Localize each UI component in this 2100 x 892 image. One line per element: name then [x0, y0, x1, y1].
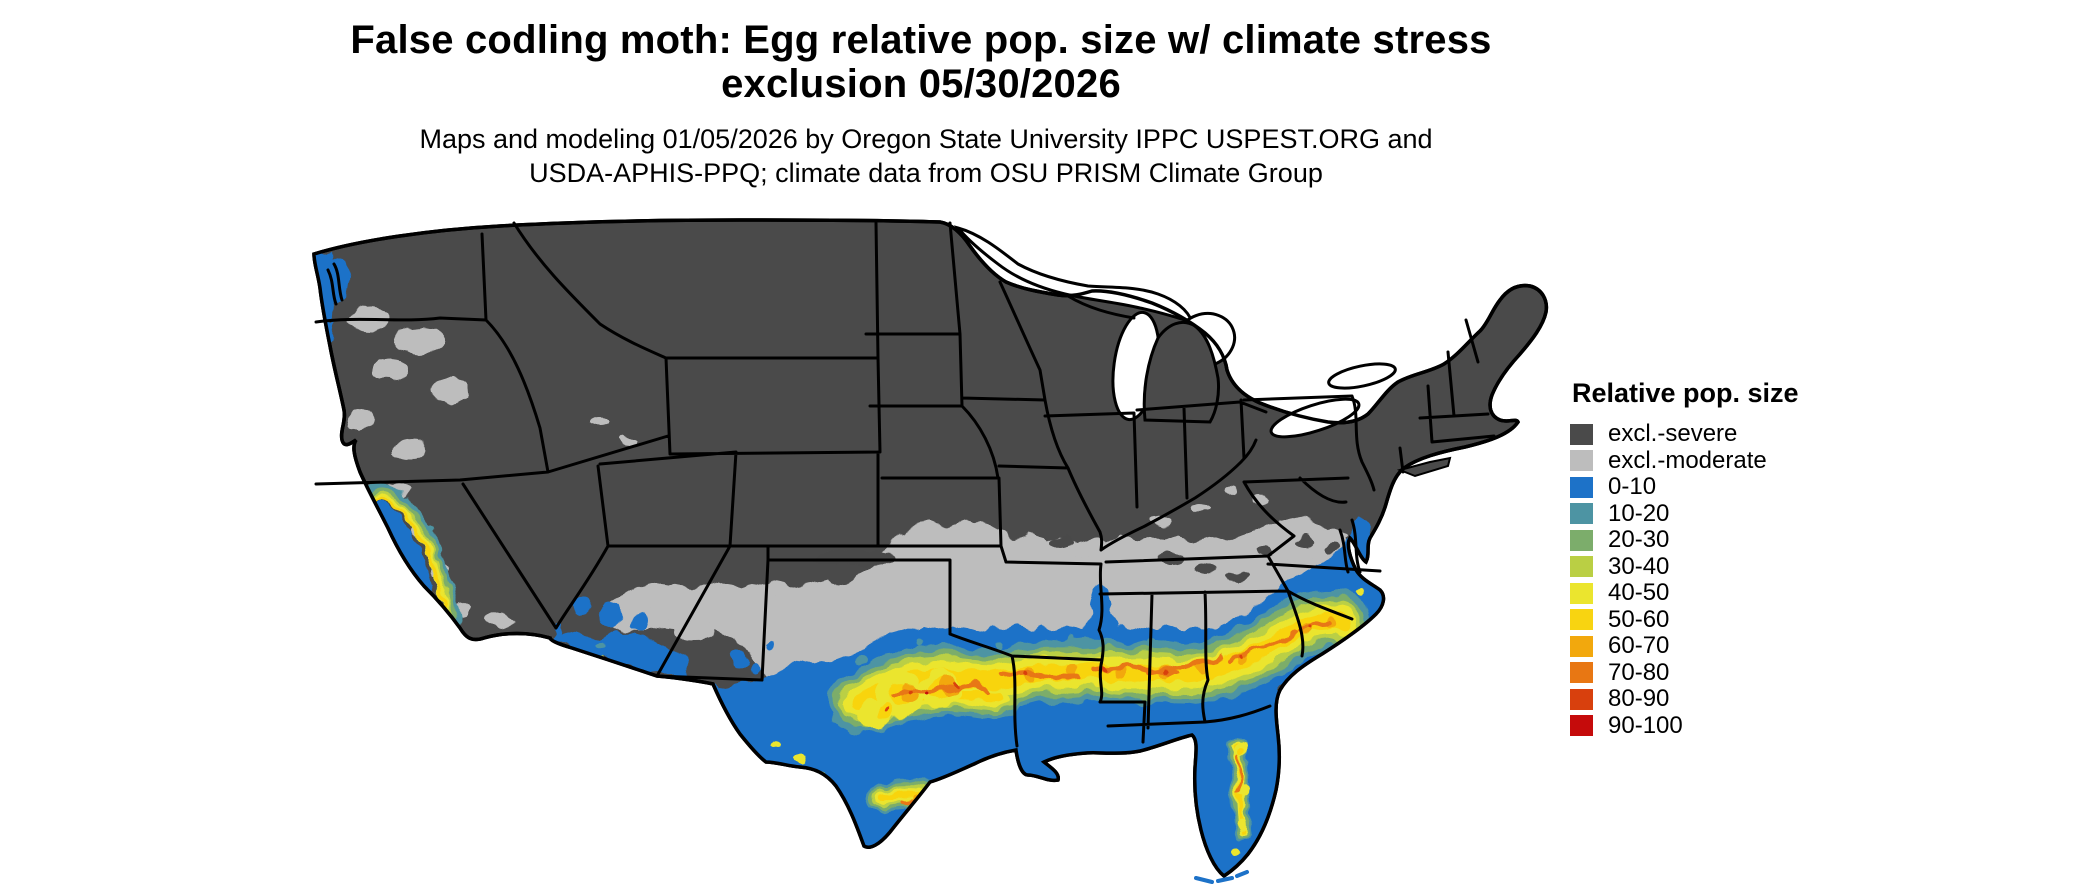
- legend-row: 0-10: [1570, 474, 1990, 501]
- legend-label: 70-80: [1608, 658, 1670, 686]
- florida-keys: [1194, 870, 1249, 884]
- legend-swatch-excl-moderate: [1570, 450, 1593, 472]
- map-subtitle-line1: Maps and modeling 01/05/2026 by Oregon S…: [419, 124, 1433, 154]
- chesapeake-bay-inlets: [1338, 518, 1362, 574]
- inlet-detail: [326, 262, 1362, 574]
- legend-swatch-90-100: [1570, 715, 1593, 737]
- legend-row: 80-90: [1570, 686, 1990, 713]
- state-borders: [314, 221, 1496, 748]
- legend-row: 40-50: [1570, 580, 1990, 607]
- us-map-svg: [312, 218, 1549, 884]
- legend-label: excl.-severe: [1608, 420, 1738, 448]
- legend-row: 30-40: [1570, 554, 1990, 581]
- legend-row: 50-60: [1570, 607, 1990, 634]
- map-subtitle-line2: USDA-APHIS-PPQ; climate data from OSU PR…: [529, 158, 1323, 188]
- legend-swatch-10-20: [1570, 503, 1593, 525]
- us-map-canvas: [300, 190, 1560, 892]
- legend-swatch-50-60: [1570, 609, 1593, 631]
- lake-ontario: [1327, 362, 1397, 390]
- legend-row: excl.-severe: [1570, 421, 1990, 448]
- legend-label: 20-30: [1608, 526, 1670, 554]
- legend-row: 70-80: [1570, 660, 1990, 687]
- legend-swatch-60-70: [1570, 635, 1593, 657]
- legend-row: 20-30: [1570, 527, 1990, 554]
- legend-swatch-70-80: [1570, 662, 1593, 684]
- legend-label: 0-10: [1608, 473, 1657, 501]
- legend-row: 90-100: [1570, 713, 1990, 740]
- legend-label: 80-90: [1608, 685, 1670, 713]
- legend-label: excl.-moderate: [1608, 446, 1767, 474]
- puget-sound-inlets: [326, 262, 344, 306]
- legend-title: Relative pop. size: [1572, 378, 1799, 408]
- legend-label: 60-70: [1608, 632, 1670, 660]
- map-subtitle: Maps and modeling 01/05/2026 by Oregon S…: [0, 122, 1852, 190]
- legend-row: excl.-moderate: [1570, 448, 1990, 475]
- legend-label: 40-50: [1608, 579, 1670, 607]
- map-title-line2: exclusion 05/30/2026: [721, 62, 1121, 106]
- legend-row: 10-20: [1570, 501, 1990, 528]
- legend-swatch-40-50: [1570, 582, 1593, 604]
- map-title-line1: False codling moth: Egg relative pop. si…: [350, 18, 1492, 62]
- map-title: False codling moth: Egg relative pop. si…: [0, 18, 1842, 106]
- legend-label: 10-20: [1608, 499, 1670, 527]
- legend-swatch-30-40: [1570, 556, 1593, 578]
- legend-label: 50-60: [1608, 605, 1670, 633]
- map-legend: Relative pop. size excl.-severe excl.-mo…: [1570, 378, 1990, 739]
- legend-swatch-20-30: [1570, 529, 1593, 551]
- legend-swatch-0-10: [1570, 476, 1593, 498]
- legend-label: 90-100: [1608, 711, 1683, 739]
- long-island: [1396, 456, 1452, 478]
- legend-row: 60-70: [1570, 633, 1990, 660]
- legend-label: 30-40: [1608, 552, 1670, 580]
- legend-swatch-80-90: [1570, 688, 1593, 710]
- legend-swatch-excl-severe: [1570, 423, 1593, 445]
